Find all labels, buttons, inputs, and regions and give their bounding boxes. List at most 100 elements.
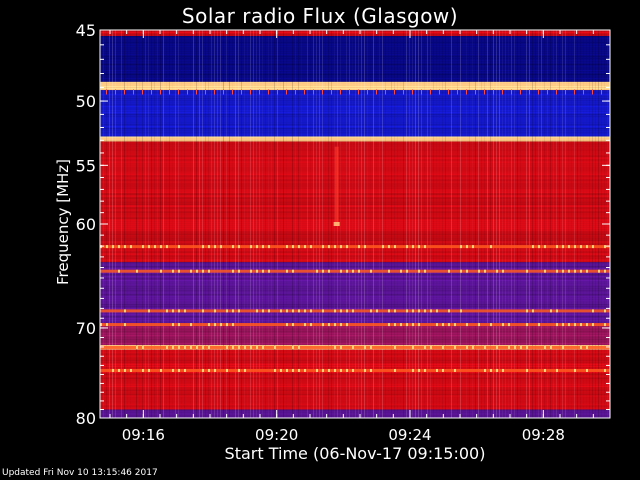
band-texture	[100, 213, 610, 215]
time-texture	[286, 30, 287, 418]
band-texture	[100, 83, 610, 85]
emission-line-3	[100, 323, 610, 327]
emission-dot	[430, 309, 432, 313]
interference-tick	[457, 89, 458, 95]
time-texture	[397, 30, 398, 418]
emission-dot	[214, 368, 216, 372]
emission-dot	[208, 368, 210, 372]
band-texture	[100, 161, 610, 163]
time-texture	[463, 30, 464, 418]
time-texture	[490, 30, 491, 418]
emission-dot	[244, 368, 246, 372]
emission-dot	[262, 345, 264, 349]
emission-dot	[478, 323, 480, 327]
band-texture	[100, 143, 610, 145]
time-texture	[517, 30, 518, 418]
emission-dot	[406, 269, 408, 273]
band-texture	[100, 395, 610, 397]
emission-dot	[532, 309, 534, 313]
emission-dot	[148, 245, 150, 249]
emission-dot	[370, 269, 372, 273]
emission-dot	[550, 309, 552, 313]
band-texture	[100, 413, 610, 415]
band-texture	[100, 314, 610, 316]
interference-tick	[520, 89, 521, 95]
emission-dot	[388, 245, 390, 249]
emission-dot	[238, 309, 240, 313]
emission-dot	[256, 245, 258, 249]
emission-dot	[232, 269, 234, 273]
emission-dot	[466, 345, 468, 349]
band-texture	[100, 381, 610, 383]
interference-tick	[358, 89, 359, 95]
band-texture	[100, 411, 610, 413]
band-texture	[100, 63, 610, 65]
emission-dot	[160, 368, 162, 372]
interference-tick	[412, 89, 413, 95]
interference-tick	[313, 89, 314, 95]
time-texture	[220, 30, 221, 418]
emission-dot	[592, 323, 594, 327]
emission-dot	[292, 323, 294, 327]
band-texture	[100, 185, 610, 187]
interference-tick	[565, 89, 566, 95]
band-texture	[100, 141, 610, 143]
band-texture	[100, 203, 610, 205]
time-texture	[508, 30, 509, 418]
emission-dot	[490, 245, 492, 249]
time-texture	[238, 30, 239, 418]
time-texture	[202, 30, 203, 418]
interference-tick	[205, 89, 206, 95]
band-texture	[100, 53, 610, 55]
emission-dot	[424, 368, 426, 372]
time-texture	[241, 30, 242, 418]
emission-dot	[574, 269, 576, 273]
emission-dot	[472, 345, 474, 349]
time-texture	[538, 30, 539, 418]
emission-dot	[352, 309, 354, 313]
time-texture	[280, 30, 281, 418]
emission-dot	[106, 245, 108, 249]
time-texture	[400, 30, 401, 418]
emission-dot	[526, 309, 528, 313]
band-texture	[100, 292, 610, 294]
band-texture	[100, 189, 610, 191]
time-texture	[379, 30, 380, 418]
emission-dot	[586, 345, 588, 349]
time-texture	[499, 30, 500, 418]
time-texture	[589, 30, 590, 418]
emission-dot	[604, 368, 606, 372]
band-texture	[100, 45, 610, 47]
emission-dot	[484, 368, 486, 372]
band-texture	[100, 191, 610, 193]
band-texture	[100, 173, 610, 175]
emission-dot	[292, 309, 294, 313]
time-texture	[451, 30, 452, 418]
time-texture	[139, 30, 140, 418]
emission-dot	[388, 323, 390, 327]
emission-dot	[154, 245, 156, 249]
band-texture	[100, 65, 610, 67]
emission-dot	[556, 309, 558, 313]
emission-dot	[364, 245, 366, 249]
band-texture	[100, 298, 610, 300]
time-texture	[412, 30, 413, 418]
emission-dot	[418, 269, 420, 273]
band-texture	[100, 280, 610, 282]
emission-dot	[472, 245, 474, 249]
time-texture	[265, 30, 266, 418]
emission-dot	[394, 309, 396, 313]
band-texture	[100, 306, 610, 308]
interference-tick	[151, 89, 152, 95]
interference-tick	[529, 89, 530, 95]
time-texture	[466, 30, 467, 418]
emission-dot	[286, 368, 288, 372]
band-texture	[100, 136, 610, 138]
interference-tick	[475, 89, 476, 95]
emission-dot	[340, 309, 342, 313]
interference-tick	[304, 89, 305, 95]
emission-dot	[256, 309, 258, 313]
axes: 45 50 55 60 70 80 09:16 09:20 09:24 09:28	[76, 21, 611, 444]
time-texture	[385, 30, 386, 418]
emission-dot	[190, 345, 192, 349]
